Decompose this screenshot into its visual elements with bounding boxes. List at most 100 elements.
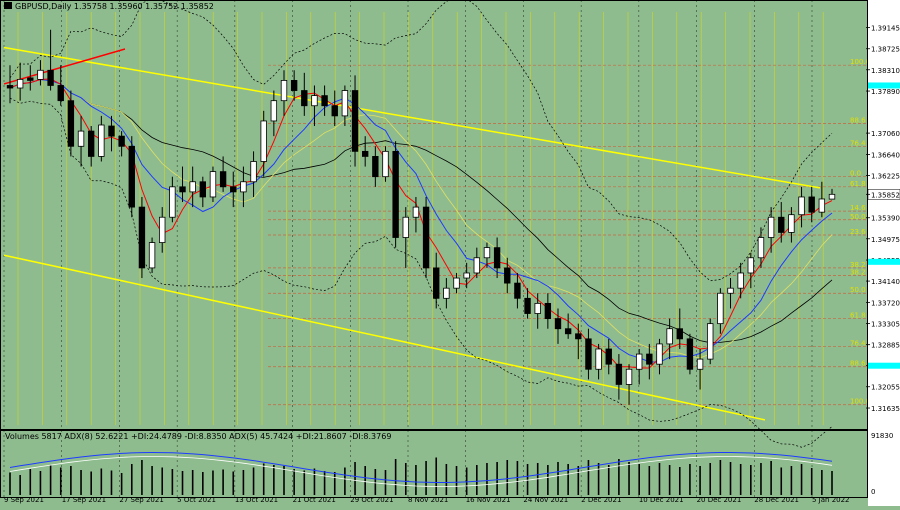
candle-body <box>554 318 562 330</box>
candle-body <box>250 161 257 183</box>
candle-body <box>433 267 440 299</box>
candle-body <box>595 348 602 370</box>
trend-channel <box>3 46 821 421</box>
candle-body <box>392 150 399 238</box>
candle-body <box>635 353 643 370</box>
date-tick-label: 20 Dec 2021 <box>697 496 742 504</box>
candle-body <box>808 196 815 213</box>
candle-body <box>524 297 531 314</box>
candle-body <box>270 100 278 122</box>
lower-band <box>9 97 833 448</box>
candle-body <box>260 120 267 162</box>
fib-level-label: 14.6 <box>850 204 866 212</box>
candle-body <box>676 328 683 340</box>
candle-body <box>778 216 785 233</box>
fib-level-label: 76.4 <box>850 339 866 347</box>
candle-body <box>189 181 196 193</box>
price-tick-label: 1.35390 <box>871 215 900 223</box>
fib-level-label: 61.8 <box>850 180 866 188</box>
candle-body <box>625 368 633 385</box>
candle-body <box>544 302 552 319</box>
candle-body <box>290 80 298 91</box>
candle-body <box>16 78 24 89</box>
candle-body <box>514 282 521 299</box>
candle-body <box>585 338 592 370</box>
fib-level-label: 50.0 <box>850 286 866 294</box>
price-tick-label: 1.32055 <box>871 384 900 392</box>
candle-body <box>199 181 207 198</box>
adx-line <box>9 451 833 483</box>
level-marker <box>868 258 900 265</box>
candle-body <box>666 328 673 345</box>
price-tick-label: 1.31635 <box>871 405 900 413</box>
candle-body <box>77 130 85 147</box>
candle-body <box>412 206 420 218</box>
candle-body <box>788 214 795 233</box>
candle-body <box>108 125 115 137</box>
candle-body <box>422 206 430 269</box>
date-axis: 9 Sep 2021 17 Sep 2021 27 Sep 2021 5 Oct 20… <box>4 496 850 504</box>
di-line <box>9 456 833 487</box>
candle-body <box>301 90 308 107</box>
candle-body <box>57 85 64 102</box>
candle-body <box>727 287 734 294</box>
candle-body <box>564 328 572 335</box>
candle-body <box>483 247 491 259</box>
candle-body <box>605 348 612 365</box>
fib-level-label: 38.2 <box>850 261 866 269</box>
ma-mid-line <box>9 79 833 359</box>
price-tick-label: 1.38310 <box>871 67 900 75</box>
date-tick-label: 27 Sep 2021 <box>119 496 163 504</box>
candle-body <box>47 69 54 86</box>
candle-body <box>402 216 409 238</box>
candle-body <box>473 257 481 274</box>
candle-body <box>118 135 125 147</box>
date-tick-label: 5 Oct 2021 <box>177 496 216 504</box>
candle-body <box>280 80 288 102</box>
price-tick-label: 1.32885 <box>871 342 900 350</box>
candle-body <box>534 302 541 314</box>
candle-body <box>747 257 755 274</box>
indicator-title: Volumes 5817 ADX(8) 52.6221 +DI:24.4789 … <box>5 432 391 441</box>
candle-body <box>67 100 75 147</box>
candle-body <box>463 272 470 279</box>
fib-level-label: 61.8 <box>850 312 866 320</box>
candle-body <box>219 171 227 188</box>
ma-fast-line <box>9 78 833 363</box>
date-tick-label: 5 Jan 2022 <box>812 496 850 504</box>
fib-level-label: 88.6 <box>850 360 866 368</box>
fib-level-label: 0.0 <box>850 170 861 178</box>
price-tick-label: 1.34975 <box>871 236 900 244</box>
price-axis-background <box>868 0 900 506</box>
fib-level-label: 50.0 <box>850 213 866 221</box>
candle-body <box>443 287 450 299</box>
candles <box>6 29 836 405</box>
fib-level-label: 100.0 <box>850 398 870 406</box>
candle-body <box>504 267 511 284</box>
candle-body <box>6 85 14 89</box>
bollinger-bands <box>9 0 833 448</box>
ma-slow-line <box>9 79 833 344</box>
candle-body <box>646 353 653 365</box>
candle-body <box>686 338 694 370</box>
date-tick-label: 28 Dec 2021 <box>754 496 799 504</box>
price-tick-label: 1.39145 <box>871 24 900 32</box>
price-tick-label: 1.36225 <box>871 172 900 180</box>
vertical-grid <box>3 0 824 497</box>
candle-body <box>128 145 135 208</box>
level-marker <box>868 362 900 369</box>
candle-body <box>707 323 714 360</box>
candle-body <box>656 343 663 365</box>
price-tick-label: 1.38725 <box>871 46 900 54</box>
fib-level-label: 100.0 <box>850 58 870 66</box>
channel-lower-line <box>3 254 766 421</box>
price-tick-label: 1.37890 <box>871 88 900 96</box>
price-tick-label: 1.36640 <box>871 151 900 159</box>
price-tick-label: 1.35852 <box>871 191 900 199</box>
candle-body <box>372 156 379 178</box>
candle-body <box>230 186 237 193</box>
date-tick-label: 17 Sep 2021 <box>62 496 106 504</box>
candle-body <box>818 198 826 213</box>
